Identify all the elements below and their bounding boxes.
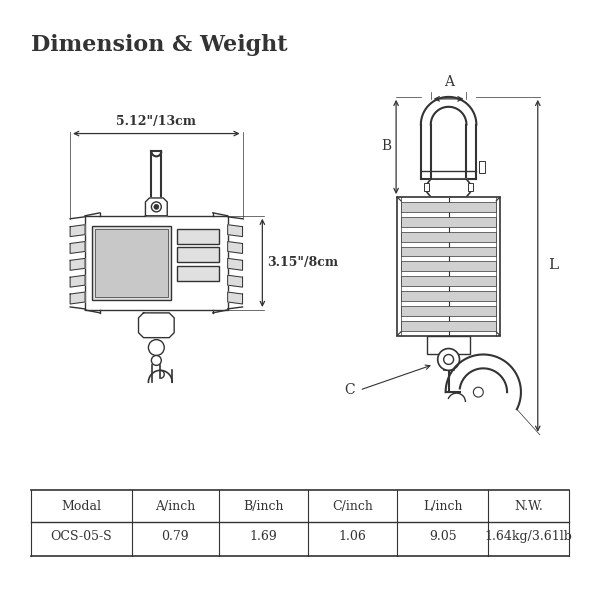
Circle shape — [473, 387, 483, 397]
Polygon shape — [427, 179, 470, 197]
Polygon shape — [70, 275, 85, 287]
Bar — [85, 216, 227, 310]
Circle shape — [443, 355, 454, 364]
Text: B/inch: B/inch — [243, 500, 284, 512]
Bar — [95, 229, 168, 297]
Bar — [401, 232, 496, 242]
Text: C/inch: C/inch — [332, 500, 373, 512]
Text: 1.69: 1.69 — [250, 530, 277, 543]
Circle shape — [154, 205, 159, 209]
Bar — [401, 247, 496, 256]
Text: C: C — [344, 383, 355, 397]
Polygon shape — [227, 225, 242, 236]
Bar — [479, 161, 485, 173]
Bar — [401, 202, 496, 212]
Text: Dimension & Weight: Dimension & Weight — [31, 34, 287, 56]
Bar — [177, 266, 219, 281]
Text: N.W.: N.W. — [514, 500, 543, 512]
Text: OCS-05-S: OCS-05-S — [50, 530, 112, 543]
Bar — [424, 183, 429, 191]
Bar — [401, 217, 496, 227]
Polygon shape — [70, 225, 85, 236]
Polygon shape — [145, 198, 167, 216]
Polygon shape — [70, 292, 85, 304]
Polygon shape — [139, 313, 174, 338]
Text: 9.05: 9.05 — [429, 530, 457, 543]
Polygon shape — [70, 259, 85, 270]
Text: L/inch: L/inch — [423, 500, 463, 512]
Polygon shape — [227, 292, 242, 304]
Text: B: B — [381, 139, 391, 154]
Bar — [401, 291, 496, 301]
Text: 0.79: 0.79 — [161, 530, 189, 543]
Bar — [401, 321, 496, 331]
Polygon shape — [227, 275, 242, 287]
Bar — [397, 197, 500, 335]
Circle shape — [438, 349, 460, 370]
Bar — [177, 247, 219, 262]
Bar — [401, 276, 496, 286]
Text: 1.64kg/3.61lb: 1.64kg/3.61lb — [485, 530, 573, 543]
Bar — [427, 335, 470, 353]
Polygon shape — [227, 242, 242, 253]
Text: 3.15"/8cm: 3.15"/8cm — [268, 256, 338, 269]
Bar — [469, 183, 473, 191]
Bar — [401, 262, 496, 271]
Bar — [92, 226, 171, 300]
Text: L: L — [548, 259, 558, 272]
Bar — [401, 306, 496, 316]
Circle shape — [148, 340, 164, 355]
Bar — [177, 229, 219, 244]
Polygon shape — [227, 259, 242, 270]
Circle shape — [151, 202, 161, 212]
Text: Modal: Modal — [61, 500, 101, 512]
Circle shape — [151, 355, 161, 365]
Text: 1.06: 1.06 — [338, 530, 367, 543]
Polygon shape — [70, 242, 85, 253]
Text: A: A — [443, 75, 454, 89]
Text: 5.12"/13cm: 5.12"/13cm — [116, 115, 196, 128]
Text: A/inch: A/inch — [155, 500, 195, 512]
